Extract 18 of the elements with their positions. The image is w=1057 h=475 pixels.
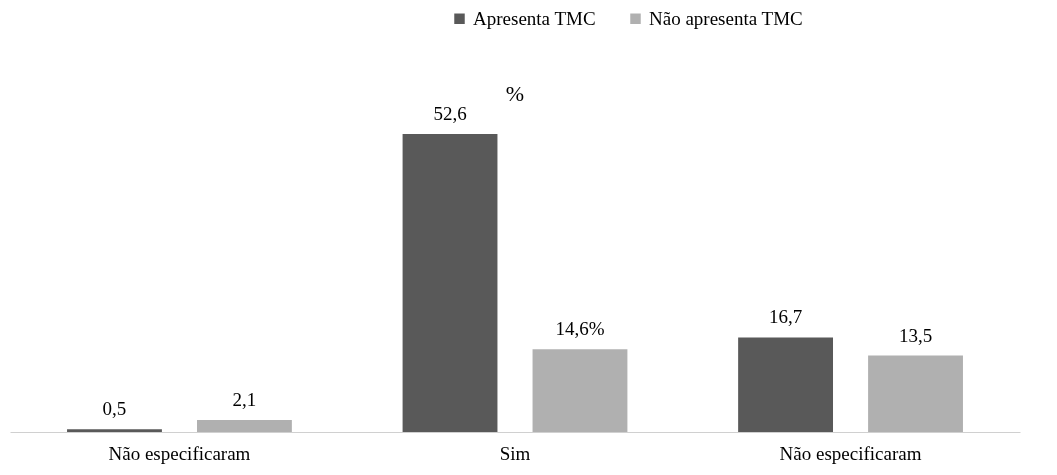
bar [197, 420, 292, 432]
bar [532, 349, 628, 432]
bar [738, 337, 833, 432]
data-label: 13,5 [898, 324, 933, 346]
data-label: 0,5 [102, 398, 127, 420]
legend-label: Apresenta TMC [473, 7, 596, 29]
data-label: 16,7 [768, 306, 803, 328]
legend-label: Não apresenta TMC [649, 7, 803, 29]
data-label: 52,6 [433, 103, 467, 124]
data-label: 14,6% [555, 318, 605, 340]
bar [402, 134, 498, 432]
bar [67, 429, 162, 432]
text: % [505, 81, 525, 106]
x-tick-label: Não especificaram [108, 442, 251, 464]
x-tick-label: Não especificaram [779, 442, 922, 464]
x-tick-label: Sim [499, 442, 531, 464]
bar [868, 355, 963, 432]
data-label: 2,1 [232, 389, 257, 411]
